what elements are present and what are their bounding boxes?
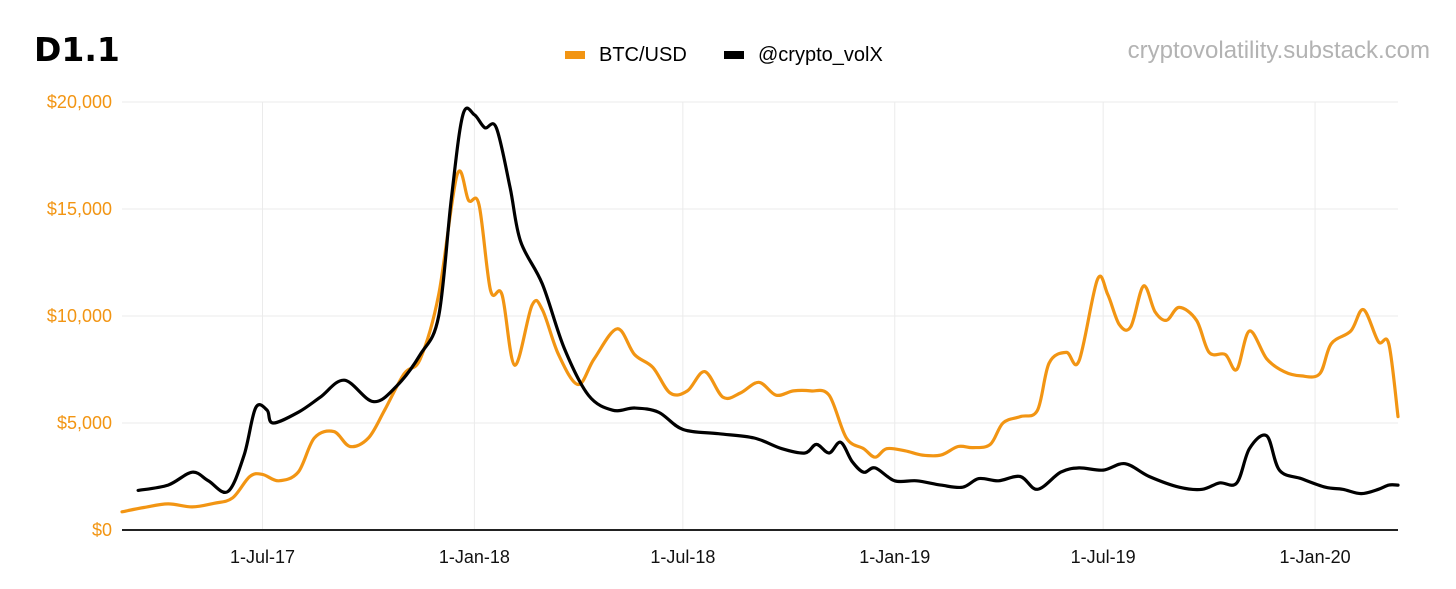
legend-swatch-btc xyxy=(565,51,585,59)
x-tick-label: 1-Jan-20 xyxy=(1280,547,1351,567)
source-watermark: cryptovolatility.substack.com xyxy=(1128,37,1430,64)
y-tick-label: $5,000 xyxy=(57,413,112,433)
y-tick-label: $20,000 xyxy=(47,92,112,112)
plot-area xyxy=(120,106,1400,514)
x-tick-label: 1-Jul-17 xyxy=(230,547,295,567)
legend-label-vol: @crypto_volX xyxy=(758,44,883,66)
x-tick-label: 1-Jan-19 xyxy=(859,547,930,567)
legend-label-btc: BTC/USD xyxy=(599,44,687,66)
legend-item-btc: BTC/USD xyxy=(565,44,687,66)
series-line-btc xyxy=(120,169,1400,514)
chart-title: D1.1 xyxy=(34,30,120,69)
y-axis: $0 $5,000 $10,000 $15,000 $20,000 xyxy=(47,92,112,540)
grid xyxy=(122,101,1398,530)
x-tick-label: 1-Jul-18 xyxy=(650,547,715,567)
y-tick-label: $10,000 xyxy=(47,306,112,326)
legend: BTC/USD @crypto_volX xyxy=(565,44,883,66)
x-tick-label: 1-Jan-18 xyxy=(439,547,510,567)
y-tick-label: $15,000 xyxy=(47,199,112,219)
legend-item-vol: @crypto_volX xyxy=(724,44,883,66)
legend-swatch-vol xyxy=(724,51,744,59)
x-axis: 1-Jul-17 1-Jan-18 1-Jul-18 1-Jan-19 1-Jul-19… xyxy=(230,547,1351,567)
series-line-vol xyxy=(136,106,1400,496)
y-tick-label: $0 xyxy=(92,520,112,540)
x-tick-label: 1-Jul-19 xyxy=(1071,547,1136,567)
